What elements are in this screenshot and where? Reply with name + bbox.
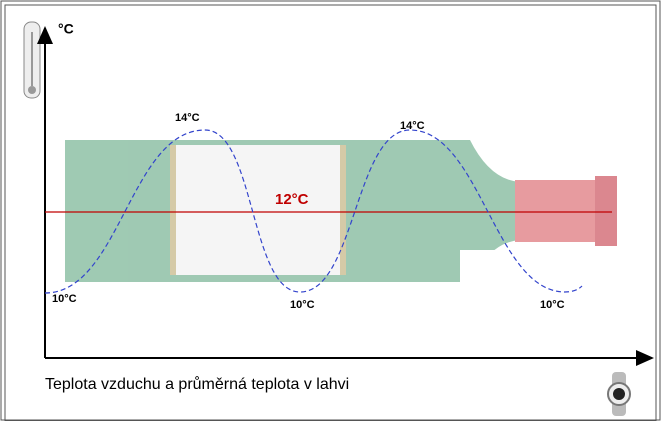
min-label: 10°C bbox=[540, 299, 565, 311]
max-label: 14°C bbox=[400, 120, 425, 132]
air-temperature-wave bbox=[44, 129, 583, 294]
min-label: 10°C bbox=[290, 299, 315, 311]
min-label: 10°C bbox=[52, 293, 77, 305]
watch-icon bbox=[607, 372, 631, 416]
max-label: 14°C bbox=[175, 112, 200, 124]
thermometer-icon bbox=[23, 21, 41, 99]
caption: Teplota vzduchu a průměrná teplota v lah… bbox=[45, 375, 349, 393]
mean-label: 12°C bbox=[275, 191, 309, 208]
y-unit: °C bbox=[58, 21, 74, 37]
bottle bbox=[65, 140, 617, 290]
